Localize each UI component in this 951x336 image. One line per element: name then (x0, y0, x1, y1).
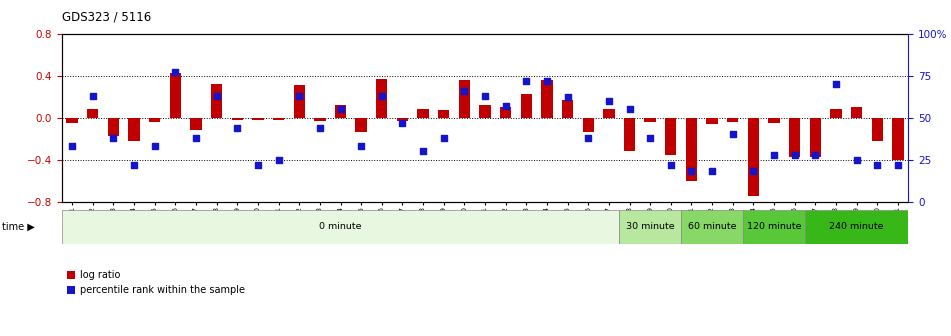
Bar (562, 100, 573, 118)
Point (787, 152, 803, 157)
Point (725, 132, 740, 137)
Point (560, 95, 575, 100)
Bar (417, 109, 429, 118)
Point (684, 169, 699, 174)
Bar (728, 118, 738, 122)
Bar (87, 109, 99, 118)
Bar (397, 118, 408, 121)
Point (271, 157, 286, 162)
Point (869, 162, 884, 167)
Bar (645, 118, 656, 122)
Point (333, 107, 348, 112)
Text: 120 minute: 120 minute (747, 222, 802, 231)
Bar (830, 109, 842, 118)
Bar (107, 118, 119, 136)
Point (416, 149, 431, 154)
Bar (62, 210, 619, 244)
Legend: log ratio, percentile rank within the sample: log ratio, percentile rank within the sa… (67, 270, 245, 295)
Bar (520, 94, 532, 118)
Point (126, 162, 142, 167)
Point (498, 103, 514, 109)
Bar (707, 118, 718, 124)
Point (643, 135, 658, 140)
Bar (665, 118, 676, 155)
Bar (252, 118, 263, 120)
Bar (851, 107, 863, 118)
Point (746, 169, 761, 174)
Bar (871, 118, 883, 141)
Point (395, 120, 410, 125)
Point (622, 107, 637, 112)
Bar (128, 118, 140, 141)
Point (147, 143, 163, 149)
Text: time ▶: time ▶ (2, 222, 34, 232)
Text: 240 minute: 240 minute (829, 222, 883, 231)
Bar (314, 118, 325, 121)
Bar (892, 118, 903, 160)
Bar (190, 118, 202, 130)
Text: 60 minute: 60 minute (688, 222, 736, 231)
Point (539, 78, 554, 83)
Bar (789, 118, 801, 158)
Bar (169, 74, 181, 118)
Bar (294, 85, 305, 118)
Point (354, 143, 369, 149)
Point (86, 93, 101, 98)
Point (292, 93, 307, 98)
Bar (376, 79, 387, 118)
Bar (624, 118, 635, 151)
Point (437, 135, 452, 140)
Bar (747, 118, 759, 196)
Bar (603, 109, 614, 118)
Bar (809, 118, 821, 158)
Bar (500, 107, 512, 118)
Point (807, 152, 823, 157)
Point (890, 162, 905, 167)
Bar (211, 84, 223, 118)
Text: 30 minute: 30 minute (626, 222, 674, 231)
Text: 0 minute: 0 minute (320, 222, 361, 231)
Point (849, 157, 864, 162)
Point (477, 93, 493, 98)
Point (456, 88, 472, 93)
Bar (67, 118, 78, 123)
Text: GDS323 / 5116: GDS323 / 5116 (62, 10, 151, 23)
Bar (768, 118, 780, 123)
Point (230, 125, 245, 130)
Point (250, 162, 265, 167)
Bar (583, 118, 594, 132)
Point (705, 169, 720, 174)
Point (312, 125, 327, 130)
Point (601, 98, 616, 103)
Bar (232, 118, 243, 120)
Point (767, 152, 782, 157)
Point (374, 93, 389, 98)
Point (167, 70, 183, 75)
Bar (438, 110, 450, 118)
Bar (541, 80, 553, 118)
Bar (273, 118, 284, 120)
Bar (458, 80, 470, 118)
Point (106, 135, 121, 140)
Point (518, 78, 534, 83)
Bar (479, 105, 491, 118)
Bar (743, 210, 805, 244)
Point (65, 143, 80, 149)
Point (209, 93, 224, 98)
Bar (149, 118, 161, 122)
Point (581, 135, 596, 140)
Bar (681, 210, 743, 244)
Bar (805, 210, 908, 244)
Bar (619, 210, 681, 244)
Bar (356, 118, 367, 132)
Bar (686, 118, 697, 180)
Point (188, 135, 204, 140)
Point (828, 81, 844, 87)
Point (663, 162, 678, 167)
Bar (335, 105, 346, 118)
